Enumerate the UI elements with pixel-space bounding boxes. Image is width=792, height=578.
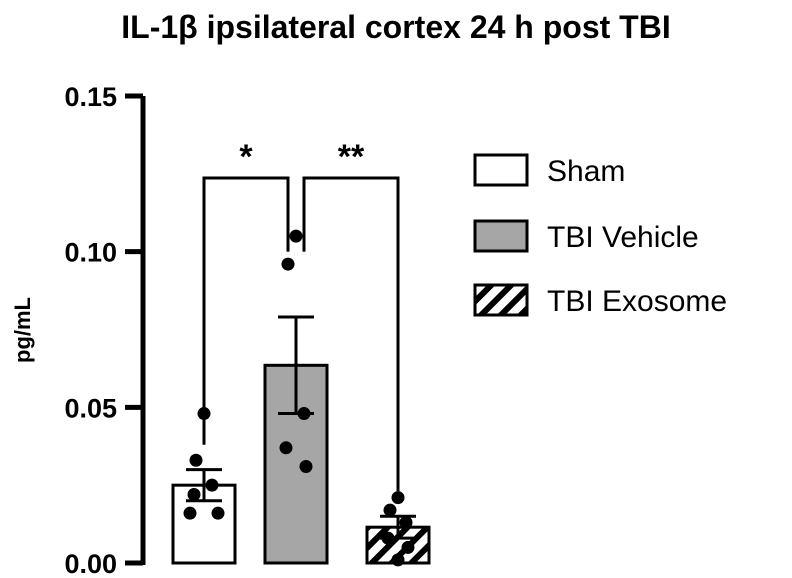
significance-label: * <box>239 138 253 176</box>
data-point <box>281 257 295 271</box>
data-point <box>279 441 293 455</box>
legend-swatch-tbi-vehicle <box>473 219 529 253</box>
data-point <box>187 488 201 502</box>
y-axis-label: pg/mL <box>10 297 35 363</box>
data-point <box>391 491 405 505</box>
data-point <box>297 407 311 421</box>
y-tick-label: 0.15 <box>64 82 117 112</box>
data-point <box>289 229 303 243</box>
data-point <box>381 531 395 545</box>
data-point <box>189 453 203 467</box>
data-point <box>205 478 219 492</box>
significance-bracket <box>302 176 400 492</box>
legend-label: TBI Vehicle <box>547 221 699 254</box>
y-tick-label: 0.05 <box>64 393 117 423</box>
bar-tbi-vehicle <box>263 363 329 565</box>
data-point <box>183 506 197 520</box>
data-point <box>299 459 313 473</box>
legend-label: TBI Exosome <box>547 285 727 318</box>
chart-title: IL-1β ipsilateral cortex 24 h post TBI <box>121 9 670 45</box>
y-tick-label: 0.00 <box>64 549 117 578</box>
data-point <box>399 516 413 530</box>
significance-bracket <box>202 176 290 445</box>
data-point <box>211 506 225 520</box>
data-point <box>401 540 415 554</box>
significance-label: ** <box>338 138 365 176</box>
legend-swatch-sham <box>473 153 529 187</box>
legend-label: Sham <box>547 155 625 188</box>
y-tick-label: 0.10 <box>64 238 117 268</box>
legend-swatch-tbi-exosome <box>473 283 529 317</box>
data-point <box>391 553 405 567</box>
plot-area: 0.000.050.100.15* ** <box>64 82 431 578</box>
legend: Sham TBI Vehicle TBI Exosome <box>473 153 727 318</box>
data-point <box>383 503 397 517</box>
